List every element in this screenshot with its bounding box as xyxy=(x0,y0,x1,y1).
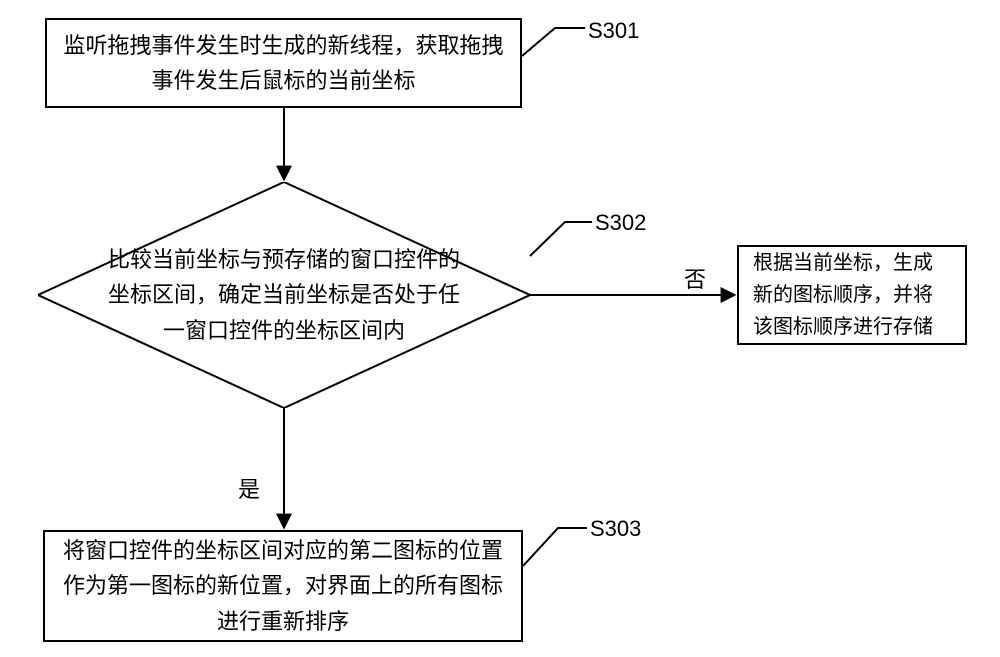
edge-label-yes: 是 xyxy=(238,472,260,504)
label-s303: S303 xyxy=(590,516,641,542)
node-s302: 比较当前坐标与预存储的窗口控件的坐标区间，确定当前坐标是否处于任一窗口控件的坐标… xyxy=(38,182,530,408)
node-s301: 监听拖拽事件发生时生成的新线程，获取拖拽事件发生后鼠标的当前坐标 xyxy=(45,18,522,108)
node-s302-text: 比较当前坐标与预存储的窗口控件的坐标区间，确定当前坐标是否处于任一窗口控件的坐标… xyxy=(98,242,470,348)
node-s302-no: 根据当前坐标，生成新的图标顺序，并将该图标顺序进行存储 xyxy=(737,245,967,345)
label-s301: S301 xyxy=(588,18,639,44)
node-s302-no-text: 根据当前坐标，生成新的图标顺序，并将该图标顺序进行存储 xyxy=(753,247,951,343)
edge-label-no: 否 xyxy=(684,262,706,294)
flowchart-canvas: 监听拖拽事件发生时生成的新线程，获取拖拽事件发生后鼠标的当前坐标 S301 比较… xyxy=(0,0,1000,657)
node-s301-text: 监听拖拽事件发生时生成的新线程，获取拖拽事件发生后鼠标的当前坐标 xyxy=(61,28,506,98)
node-s303: 将窗口控件的坐标区间对应的第二图标的位置作为第一图标的新位置，对界面上的所有图标… xyxy=(43,530,523,642)
label-s302: S302 xyxy=(595,210,646,236)
node-s303-text: 将窗口控件的坐标区间对应的第二图标的位置作为第一图标的新位置，对界面上的所有图标… xyxy=(59,533,507,639)
